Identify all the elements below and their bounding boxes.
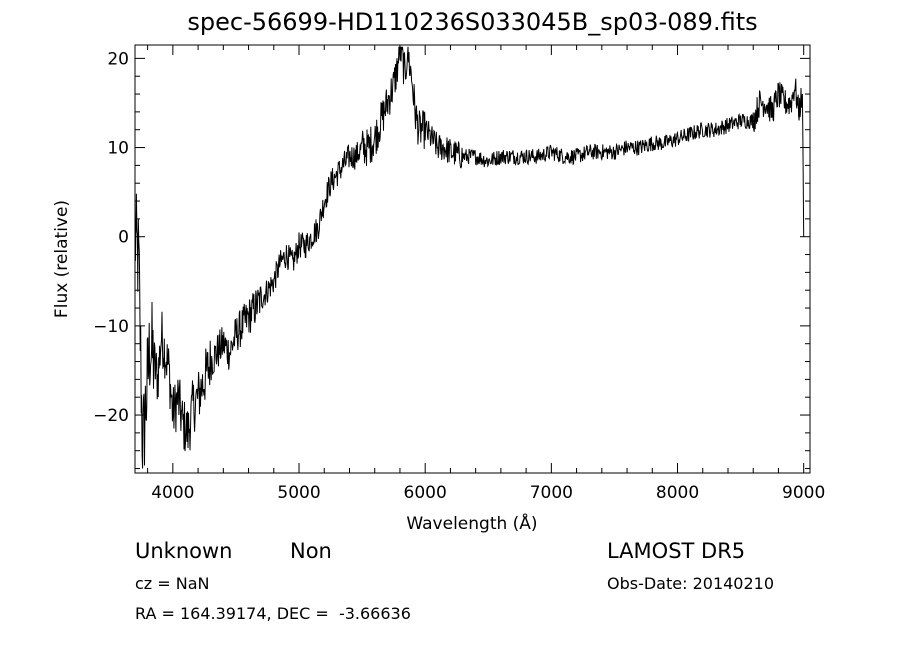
y-tick-label: 10	[107, 139, 129, 159]
redshift-text: cz = NaN	[135, 574, 210, 593]
survey-label: LAMOST DR5	[607, 539, 746, 563]
x-tick-label: 7000	[530, 483, 573, 503]
x-tick-label: 9000	[782, 483, 825, 503]
x-tick-label: 4000	[151, 483, 194, 503]
y-tick-label: −10	[93, 317, 129, 337]
y-tick-label: −20	[93, 406, 129, 426]
axis-ticks	[135, 45, 810, 473]
y-axis-label: Flux (relative)	[52, 200, 72, 318]
x-tick-label: 8000	[656, 483, 699, 503]
plot-frame	[134, 44, 811, 474]
y-tick-label: 0	[118, 228, 129, 248]
spectrum-series	[134, 46, 805, 469]
subclass-label: Non	[290, 539, 332, 563]
x-tick-label: 6000	[404, 483, 447, 503]
x-axis-label: Wavelength (Å)	[406, 512, 537, 534]
spectrum-line	[134, 46, 805, 469]
class-label: Unknown	[135, 539, 233, 563]
axis-tick-labels: 4000 5000 6000 7000 8000 9000 −20 −10 0 10 20	[93, 49, 825, 503]
x-tick-label: 5000	[277, 483, 320, 503]
chart-title: spec-56699-HD110236S033045B_sp03-089.fit…	[187, 8, 758, 36]
coordinates-text: RA = 164.39174, DEC = -3.66636	[135, 604, 411, 623]
obs-date-text: Obs-Date: 20140210	[607, 574, 775, 593]
y-tick-label: 20	[107, 49, 129, 69]
